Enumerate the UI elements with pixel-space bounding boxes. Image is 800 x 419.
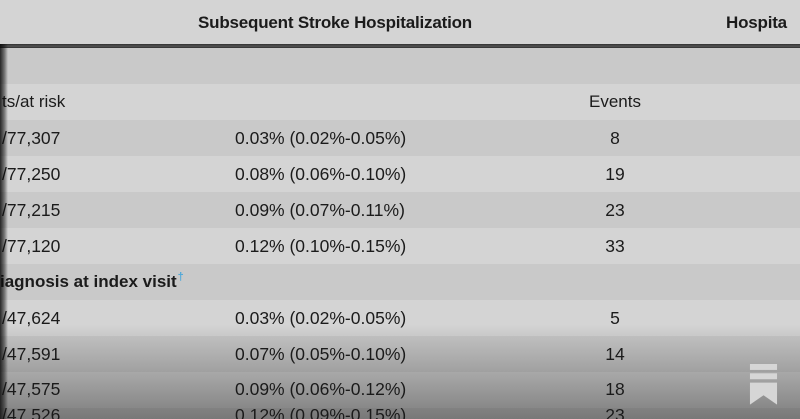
- events-cell: 19: [605, 164, 625, 184]
- col-group-hospitalization-truncated: Hospita: [726, 13, 787, 32]
- col-group-subsequent-stroke: Subsequent Stroke Hospitalization: [198, 13, 472, 32]
- events-column-header: Events: [589, 92, 641, 111]
- events-cell: 5: [610, 308, 620, 328]
- at-risk-cell: /47,526: [2, 397, 60, 419]
- dagger-footnote-mark: †: [177, 271, 184, 283]
- section-header-text: iagnosis at index visit: [0, 272, 177, 291]
- events-cell: 8: [610, 128, 620, 148]
- at-risk-cell: /77,120: [2, 236, 61, 256]
- column-header-row: ts/at risk Events: [0, 84, 800, 120]
- at-risk-cell: /47,575: [2, 371, 60, 407]
- pct-ci-cell: 0.07% (0.05%-0.10%): [235, 336, 406, 372]
- at-risk-column-header: ts/at risk: [2, 92, 66, 111]
- events-cell: 18: [545, 371, 685, 407]
- at-risk-cell: /47,624: [2, 308, 61, 328]
- pct-ci-cell: 0.03% (0.02%-0.05%): [235, 308, 407, 328]
- at-risk-cell: /47,591: [2, 336, 60, 372]
- pct-ci-cell: 0.03% (0.02%-0.05%): [235, 128, 407, 148]
- header-rule: [0, 44, 800, 48]
- bottom-gradient-overlay: [0, 324, 800, 419]
- table-row: /77,250 0.08% (0.06%-0.10%) 19: [0, 156, 800, 192]
- row-striping: [0, 48, 800, 419]
- section-header-label: iagnosis at index visit†: [0, 264, 184, 302]
- table-row: /47,575 0.09% (0.06%-0.12%) 18: [0, 371, 800, 407]
- events-cell: 14: [545, 336, 685, 372]
- table-row-cutoff: /47,526 0.12% (0.09%-0.15%) 23: [0, 397, 800, 419]
- pct-ci-cell: 0.09% (0.06%-0.12%): [235, 371, 406, 407]
- at-risk-cell: /77,307: [2, 128, 61, 148]
- left-edge-shadow: [0, 44, 8, 419]
- table-row: /77,120 0.12% (0.10%-0.15%) 33: [0, 228, 800, 264]
- table-row: /77,307 0.03% (0.02%-0.05%) 8: [0, 120, 800, 156]
- table-row: /47,591 0.07% (0.05%-0.10%) 14: [0, 336, 800, 372]
- at-risk-cell: /77,215: [2, 200, 61, 220]
- events-cell: 23: [545, 397, 685, 419]
- pct-ci-cell: 0.09% (0.07%-0.11%): [235, 200, 405, 220]
- pct-ci-cell: 0.12% (0.09%-0.15%): [235, 397, 406, 419]
- at-risk-cell: /77,250: [2, 164, 61, 184]
- pct-ci-cell: 0.12% (0.10%-0.15%): [235, 236, 407, 256]
- substack-logo-icon: [749, 364, 778, 405]
- pct-ci-cell: 0.08% (0.06%-0.10%): [235, 164, 407, 184]
- table-row: /47,624 0.03% (0.02%-0.05%) 5: [0, 300, 800, 336]
- events-cell: 33: [605, 236, 625, 256]
- table-row: /77,215 0.09% (0.07%-0.11%) 23: [0, 192, 800, 228]
- section-header-row: iagnosis at index visit†: [0, 264, 800, 300]
- events-cell: 23: [605, 200, 625, 220]
